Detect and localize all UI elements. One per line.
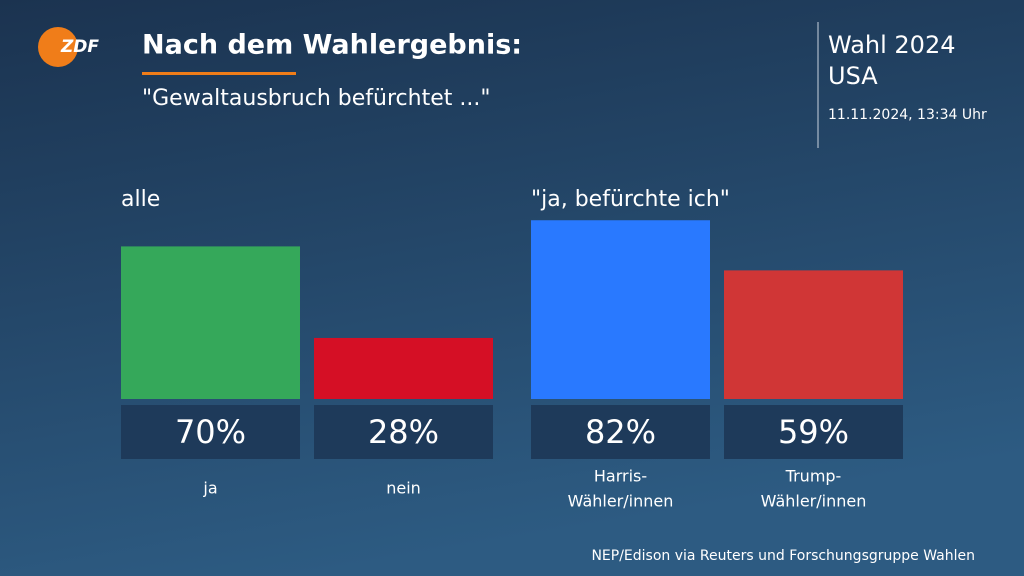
source: NEP/Edison via Reuters und Forschungsgru…: [591, 548, 975, 564]
value-box: [121, 405, 300, 459]
bar: [531, 220, 710, 399]
logo: ZDF: [60, 37, 99, 57]
value-box: [724, 405, 903, 459]
category-label: Harris-Wähler/innen: [568, 466, 674, 510]
value-label: 82%: [585, 413, 656, 451]
bar: [724, 270, 903, 399]
bar: [121, 246, 300, 399]
value-box: [314, 405, 493, 459]
value-label: 28%: [368, 413, 439, 451]
category-label: Trump-Wähler/innen: [761, 466, 867, 510]
group-title: alle: [121, 187, 160, 212]
category-label: nein: [386, 479, 421, 498]
timestamp: 11.11.2024, 13:34 Uhr: [828, 107, 987, 123]
logo-circle: [38, 27, 78, 67]
group-title: "ja, befürchte ich": [531, 187, 730, 212]
title-underline: [142, 72, 296, 75]
election: Wahl 2024: [828, 31, 956, 59]
value-label: 59%: [778, 413, 849, 451]
category-label: ja: [202, 479, 217, 498]
value-box: [531, 405, 710, 459]
value-label: 70%: [175, 413, 246, 451]
bar: [314, 337, 493, 399]
title: Nach dem Wahlergebnis:: [142, 30, 522, 61]
country: USA: [828, 62, 878, 90]
subtitle: "Gewaltausbruch befürchtet ...": [142, 86, 490, 111]
